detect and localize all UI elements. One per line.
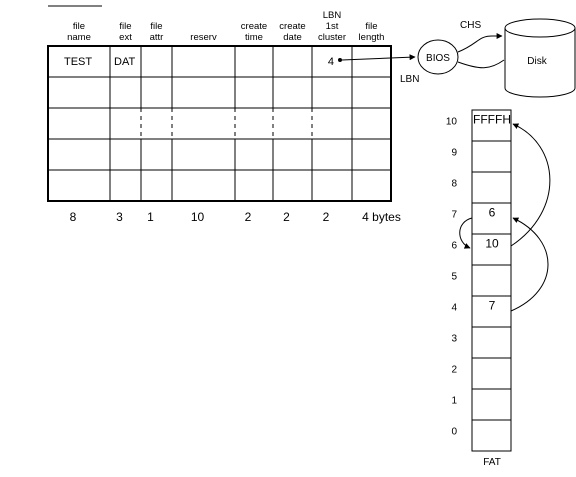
chs-label: CHS xyxy=(460,20,481,31)
bios-to-disk-arrow xyxy=(457,33,503,53)
column-header: cluster xyxy=(318,32,346,43)
disk-cylinder: Disk xyxy=(504,18,576,98)
fat-index: 10 xyxy=(446,117,458,128)
fat-row-dividers xyxy=(472,140,511,421)
fat-outline xyxy=(471,109,512,452)
column-header: file xyxy=(73,21,85,32)
table-cell: 4 xyxy=(328,56,334,68)
table-cell: TEST xyxy=(64,56,92,68)
cluster-pointer-dot xyxy=(338,58,342,62)
byte-size-label: 4 bytes xyxy=(362,210,401,224)
byte-size-label: 1 xyxy=(147,210,154,224)
fat-value: 6 xyxy=(489,206,496,220)
column-header: create xyxy=(279,21,305,32)
fat-index: 9 xyxy=(451,148,457,159)
table-cell: DAT xyxy=(114,56,135,68)
table-row: TEST DAT 4 xyxy=(64,56,334,68)
fat-index: 8 xyxy=(451,179,457,190)
fat-label: FAT xyxy=(483,457,501,468)
column-header: date xyxy=(283,32,302,43)
disk-label: Disk xyxy=(527,56,547,67)
fat-arrow-4-to-7 xyxy=(510,217,549,312)
column-header: length xyxy=(359,32,385,43)
bios-node xyxy=(417,39,459,75)
fat-index: 5 xyxy=(451,272,457,283)
fat-index: 6 xyxy=(451,241,457,252)
bios-label: BIOS xyxy=(426,53,450,64)
byte-size-label: 2 xyxy=(283,210,290,224)
byte-size-label: 8 xyxy=(70,210,77,224)
column-header: file xyxy=(365,21,377,32)
column-header: attr xyxy=(150,32,164,43)
fat-values: FFFFH 6 10 7 xyxy=(473,113,511,313)
fat-arrow-6-to-10 xyxy=(510,123,551,247)
cluster-to-bios-arrow xyxy=(341,54,416,61)
column-header: 1st xyxy=(326,21,339,32)
column-dividers xyxy=(109,46,353,201)
column-header: file xyxy=(119,21,131,32)
byte-size-label: 10 xyxy=(191,210,205,224)
lbn-label: LBN xyxy=(400,74,419,85)
fat-value: 10 xyxy=(485,237,499,251)
column-header: ext xyxy=(119,32,132,43)
byte-size-row: 8 3 1 10 2 2 2 4 bytes xyxy=(70,210,401,224)
fat-index: 2 xyxy=(451,365,457,376)
table-outline xyxy=(47,45,392,202)
column-header: file xyxy=(150,21,162,32)
fat-index: 1 xyxy=(451,396,457,407)
byte-size-label: 2 xyxy=(323,210,330,224)
column-header: time xyxy=(245,32,263,43)
fat-value: 7 xyxy=(489,299,496,313)
disk-to-bios-return xyxy=(457,59,505,69)
byte-size-label: 3 xyxy=(116,210,123,224)
column-header: name xyxy=(67,32,91,43)
row-dividers xyxy=(48,76,391,171)
column-header: create xyxy=(241,21,267,32)
fat-value: FFFFH xyxy=(473,113,511,127)
fat-arrow-7-to-6 xyxy=(459,217,473,249)
fat-index: 7 xyxy=(451,210,457,221)
column-header: reserv xyxy=(190,32,217,43)
fat-index: 0 xyxy=(451,427,457,438)
byte-size-label: 2 xyxy=(245,210,252,224)
fat-index: 4 xyxy=(451,303,457,314)
fat-index: 3 xyxy=(451,334,457,345)
column-header: LBN xyxy=(323,10,342,21)
